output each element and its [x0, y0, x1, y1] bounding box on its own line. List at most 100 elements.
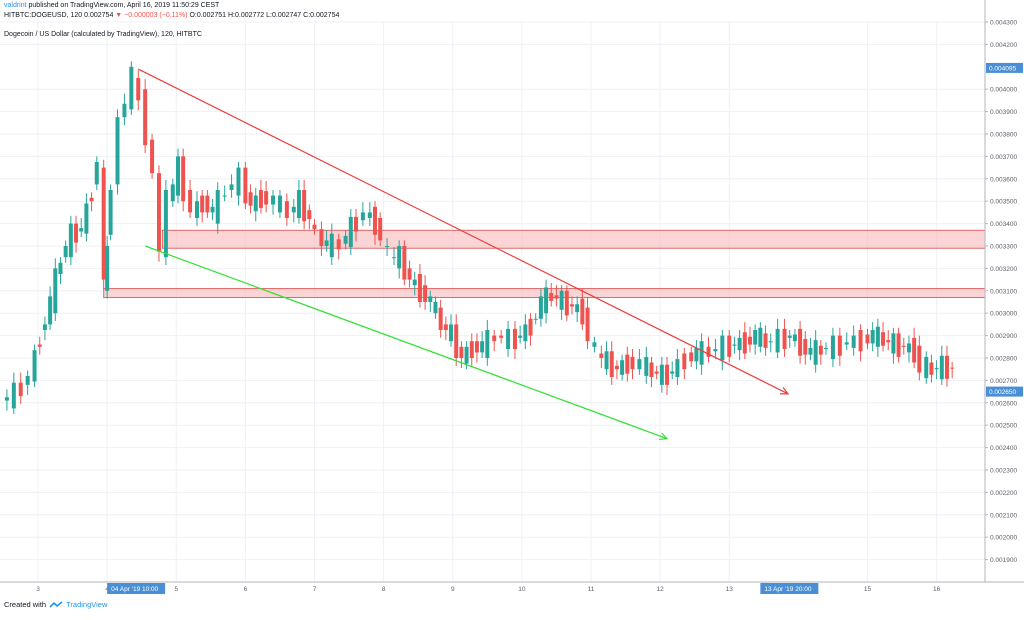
- candle-body: [122, 103, 127, 118]
- y-tick-label: 0.002400: [990, 445, 1017, 452]
- candle-body: [101, 167, 106, 280]
- candle-body: [428, 296, 433, 302]
- candle-body: [533, 318, 538, 320]
- open-label: O:: [189, 12, 197, 19]
- candle-body: [544, 287, 549, 314]
- open-value: 0.002751: [196, 12, 227, 19]
- candle-body: [609, 351, 614, 378]
- candle-body: [837, 335, 842, 356]
- candle-body: [747, 336, 752, 345]
- close-label: C:: [303, 12, 311, 19]
- y-tick-label: 0.003100: [990, 288, 1017, 295]
- candle-body: [950, 367, 955, 369]
- candle-body: [818, 345, 823, 355]
- candle-body: [912, 337, 917, 363]
- candle-body: [659, 364, 664, 385]
- candle-body: [614, 365, 619, 370]
- candle-body: [200, 195, 205, 213]
- candle-body: [25, 375, 30, 385]
- ohlc-line: HITBTC:DOGEUSD, 120 0.002754 ▼ −0.000003…: [4, 12, 339, 19]
- y-tick-label: 0.002600: [990, 400, 1017, 407]
- x-tick-label: 13: [726, 586, 734, 593]
- candle-body: [423, 285, 428, 302]
- candle-body: [813, 340, 818, 365]
- candle-body: [236, 167, 241, 196]
- candle-body: [253, 195, 258, 212]
- time-label-bg: [107, 583, 166, 594]
- time-label-bg: [760, 583, 819, 594]
- candle-body: [808, 347, 813, 355]
- candle-body: [512, 328, 517, 350]
- y-tick-label: 0.002800: [990, 356, 1017, 363]
- candle-body: [443, 324, 448, 330]
- ticker: HITBTC:DOGEUSD, 120: [4, 12, 83, 19]
- x-tick-label: 3: [36, 586, 40, 593]
- candle-body: [302, 190, 307, 222]
- candle-body: [492, 335, 497, 342]
- candle-body: [881, 332, 886, 346]
- candle-body: [665, 364, 670, 385]
- x-tick-label: 6: [244, 586, 248, 593]
- published-text: published on TradingView.com, April 16, …: [26, 2, 220, 9]
- candle-body: [343, 235, 348, 244]
- price-label: 0.004095: [989, 65, 1016, 72]
- candle-body: [378, 218, 383, 241]
- y-tick-label: 0.003800: [990, 132, 1017, 139]
- candle-body: [412, 279, 417, 286]
- candle-body: [737, 337, 742, 351]
- price-label-bg: [986, 62, 1023, 73]
- support-trendline: [144, 245, 668, 440]
- candle-body: [108, 190, 113, 235]
- candle-body: [271, 195, 276, 205]
- candle-body: [143, 89, 148, 146]
- low-label: L:: [266, 12, 272, 19]
- candle-body: [630, 356, 635, 370]
- candle-body: [939, 355, 944, 380]
- candle-body: [63, 246, 68, 258]
- candle-body: [787, 335, 792, 338]
- candle-body: [163, 190, 168, 258]
- x-tick-label: 10: [518, 586, 526, 593]
- footer: Created with TradingView: [4, 600, 107, 609]
- candle-body: [248, 192, 253, 206]
- candle-body: [480, 341, 485, 353]
- candle-body: [353, 216, 358, 232]
- candle-body: [792, 334, 797, 342]
- candle-body: [264, 191, 269, 205]
- candle-body: [392, 257, 396, 259]
- y-tick-label: 0.002200: [990, 490, 1017, 497]
- candle-body: [758, 327, 763, 347]
- close-value: 0.002754: [310, 12, 340, 19]
- candle-body: [319, 229, 324, 246]
- candle-body: [891, 333, 896, 354]
- candle-body: [469, 341, 474, 358]
- resistance-zone: [161, 229, 986, 249]
- x-tick-label: 5: [174, 586, 178, 593]
- candle-body: [296, 190, 301, 218]
- candle-body: [277, 195, 282, 213]
- candle-body: [720, 335, 725, 361]
- tradingview-link[interactable]: TradingView: [66, 600, 108, 609]
- candle-body: [474, 341, 479, 353]
- candle-body: [438, 307, 443, 330]
- candle-body: [53, 268, 58, 314]
- candle-body: [569, 304, 574, 307]
- candle-body: [385, 246, 390, 247]
- candle-body: [175, 156, 180, 196]
- candle-body: [499, 335, 504, 338]
- candle-body: [243, 167, 248, 204]
- candle-body: [830, 335, 835, 360]
- candle-body: [506, 328, 511, 350]
- x-tick-label: 16: [933, 586, 941, 593]
- y-tick-label: 0.003000: [990, 311, 1017, 318]
- y-tick-label: 0.002300: [990, 468, 1017, 475]
- x-tick-label: 7: [313, 586, 317, 593]
- candle-body: [528, 318, 533, 336]
- candle-body: [875, 326, 880, 347]
- y-tick-label: 0.002000: [990, 535, 1017, 542]
- publisher-link[interactable]: valdrint: [4, 2, 27, 9]
- candle-body: [844, 342, 849, 345]
- candle-body: [924, 356, 929, 379]
